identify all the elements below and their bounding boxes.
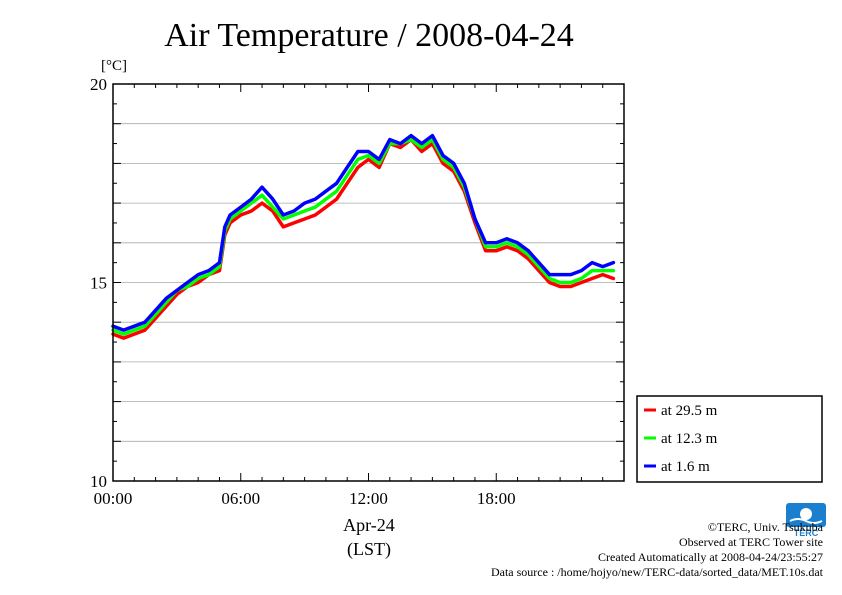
series-line: [111, 133, 616, 332]
x-tick-label: 00:00: [94, 489, 133, 508]
terc-logo-text: TERC: [794, 528, 819, 538]
y-unit-label: [°C]: [101, 58, 127, 74]
legend-label: at 12.3 m: [661, 431, 718, 447]
series-layer: [111, 133, 616, 340]
observed-text: Observed at TERC Tower site: [678, 535, 823, 549]
tick-labels: 10 15 20 00:00 06:00 12:00 18:00: [90, 75, 516, 508]
x-tick-label: 12:00: [349, 489, 388, 508]
legend-label: at 29.5 m: [661, 403, 718, 419]
series-line: [111, 137, 616, 340]
terc-logo: TERC: [786, 503, 826, 538]
y-tick-label: 15: [90, 274, 107, 293]
legend-label: at 1.6 m: [661, 459, 710, 475]
x-tick-label: 06:00: [221, 489, 260, 508]
x-tick-label: 18:00: [477, 489, 516, 508]
series-line: [111, 137, 616, 336]
x-axis-label-lst: (LST): [347, 539, 391, 560]
y-tick-label: 20: [90, 75, 107, 94]
chart-title: Air Temperature / 2008-04-24: [164, 17, 574, 54]
created-text: Created Automatically at 2008-04-24/23:5…: [598, 550, 823, 564]
source-text: Data source : /home/hojyo/new/TERC-data/…: [490, 565, 823, 579]
y-tick-label: 10: [90, 472, 107, 491]
axis-ticks: [112, 83, 625, 482]
copyright-text: ©TERC, Univ. Tsukuba: [707, 520, 823, 534]
legend: at 29.5 m at 12.3 m at 1.6 m: [636, 395, 823, 483]
x-axis-label: Apr-24: [343, 515, 395, 535]
legend-box: [636, 395, 823, 483]
footer-info: ©TERC, Univ. Tsukuba Observed at TERC To…: [491, 520, 823, 580]
